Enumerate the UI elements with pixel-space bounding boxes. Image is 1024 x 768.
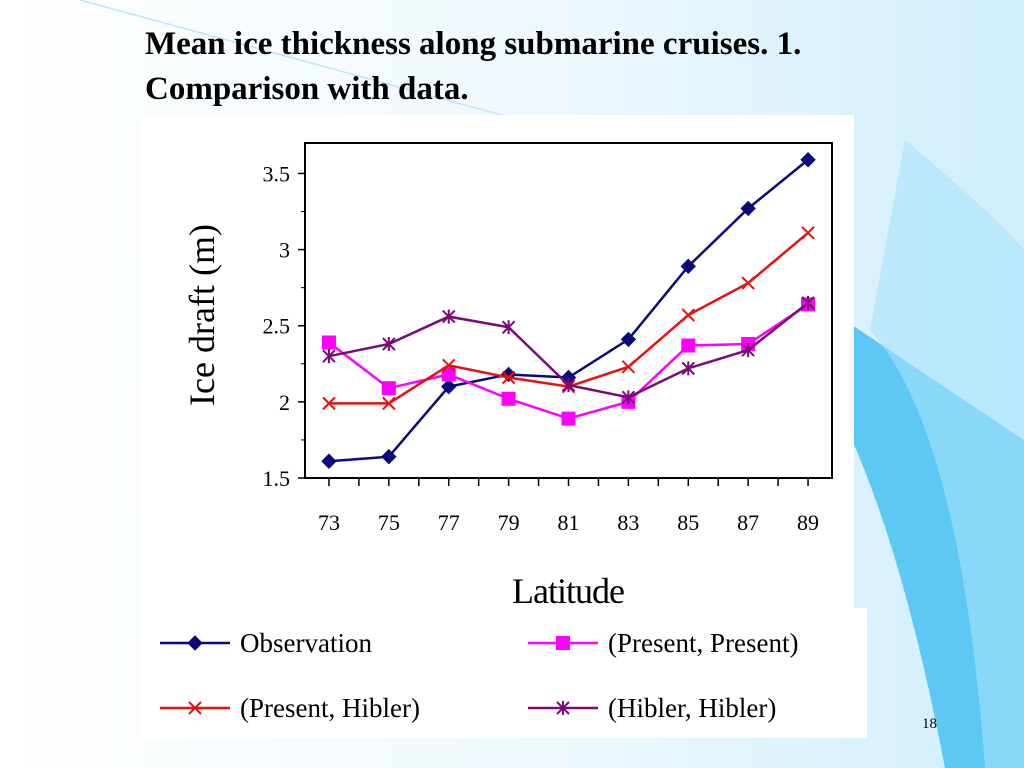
data-point	[681, 361, 695, 376]
data-point	[681, 308, 695, 322]
x-tick-label: 79	[498, 510, 520, 535]
y-tick-label: 1.5	[263, 466, 291, 491]
y-tick-label: 2	[279, 390, 290, 415]
data-point	[680, 258, 696, 275]
data-point	[381, 448, 397, 465]
y-tick-label: 2.5	[263, 314, 291, 339]
x-tick-label: 87	[737, 510, 759, 535]
y-axis-label: Ice draft (m)	[182, 224, 222, 406]
data-point	[322, 396, 336, 411]
plot-area	[304, 142, 833, 479]
legend-item: (Hibler, Hibler)	[528, 693, 776, 723]
data-point	[442, 309, 456, 324]
series-observation	[321, 152, 816, 469]
x-tick-label: 89	[797, 510, 819, 535]
data-point	[561, 411, 576, 426]
x-tick-label: 77	[438, 510, 460, 535]
x-axis-label: Latitude	[512, 571, 624, 611]
data-point	[620, 331, 637, 348]
data-point	[501, 370, 516, 385]
data-point	[621, 390, 636, 405]
legend-marker	[556, 636, 570, 650]
legend-label: (Present, Present)	[608, 628, 798, 658]
slide-number: 18	[922, 716, 937, 732]
series-present-present	[321, 297, 816, 426]
data-point	[501, 391, 516, 406]
data-point	[741, 343, 755, 358]
y-tick-label: 3.5	[263, 161, 291, 186]
x-tick-label: 83	[617, 510, 639, 535]
legend-label: (Present, Hibler)	[240, 693, 420, 723]
slide-title: Mean ice thickness along submarine cruis…	[145, 26, 802, 107]
legend-label: (Hibler, Hibler)	[608, 693, 776, 723]
legend-marker	[188, 701, 202, 715]
data-point	[382, 396, 396, 411]
data-point	[382, 337, 396, 351]
data-point	[681, 338, 696, 353]
data-point	[441, 367, 456, 382]
data-point	[561, 378, 576, 393]
data-point	[322, 349, 336, 364]
data-point	[441, 378, 457, 395]
y-tick-label: 3	[279, 238, 290, 263]
legend-label: Observation	[240, 628, 372, 658]
data-point	[741, 276, 755, 290]
data-point	[801, 295, 815, 310]
data-point	[321, 335, 336, 350]
legend-item: (Present, Present)	[528, 628, 798, 658]
data-point	[621, 360, 636, 374]
legend-item: Observation	[160, 628, 372, 658]
x-tick-label: 81	[558, 510, 580, 535]
x-tick-label: 75	[378, 510, 400, 535]
x-tick-label: 85	[677, 510, 699, 535]
legend-item: (Present, Hibler)	[160, 693, 420, 723]
legend-marker	[556, 701, 570, 715]
data-point	[381, 381, 396, 396]
legend-marker	[187, 635, 203, 651]
data-point	[740, 200, 756, 217]
data-point	[321, 453, 337, 469]
data-point	[442, 358, 456, 373]
series-hibler-hibler	[322, 295, 815, 405]
x-tick-label: 73	[318, 510, 340, 535]
data-point	[800, 152, 816, 168]
data-point	[501, 320, 516, 335]
data-point	[801, 226, 815, 240]
